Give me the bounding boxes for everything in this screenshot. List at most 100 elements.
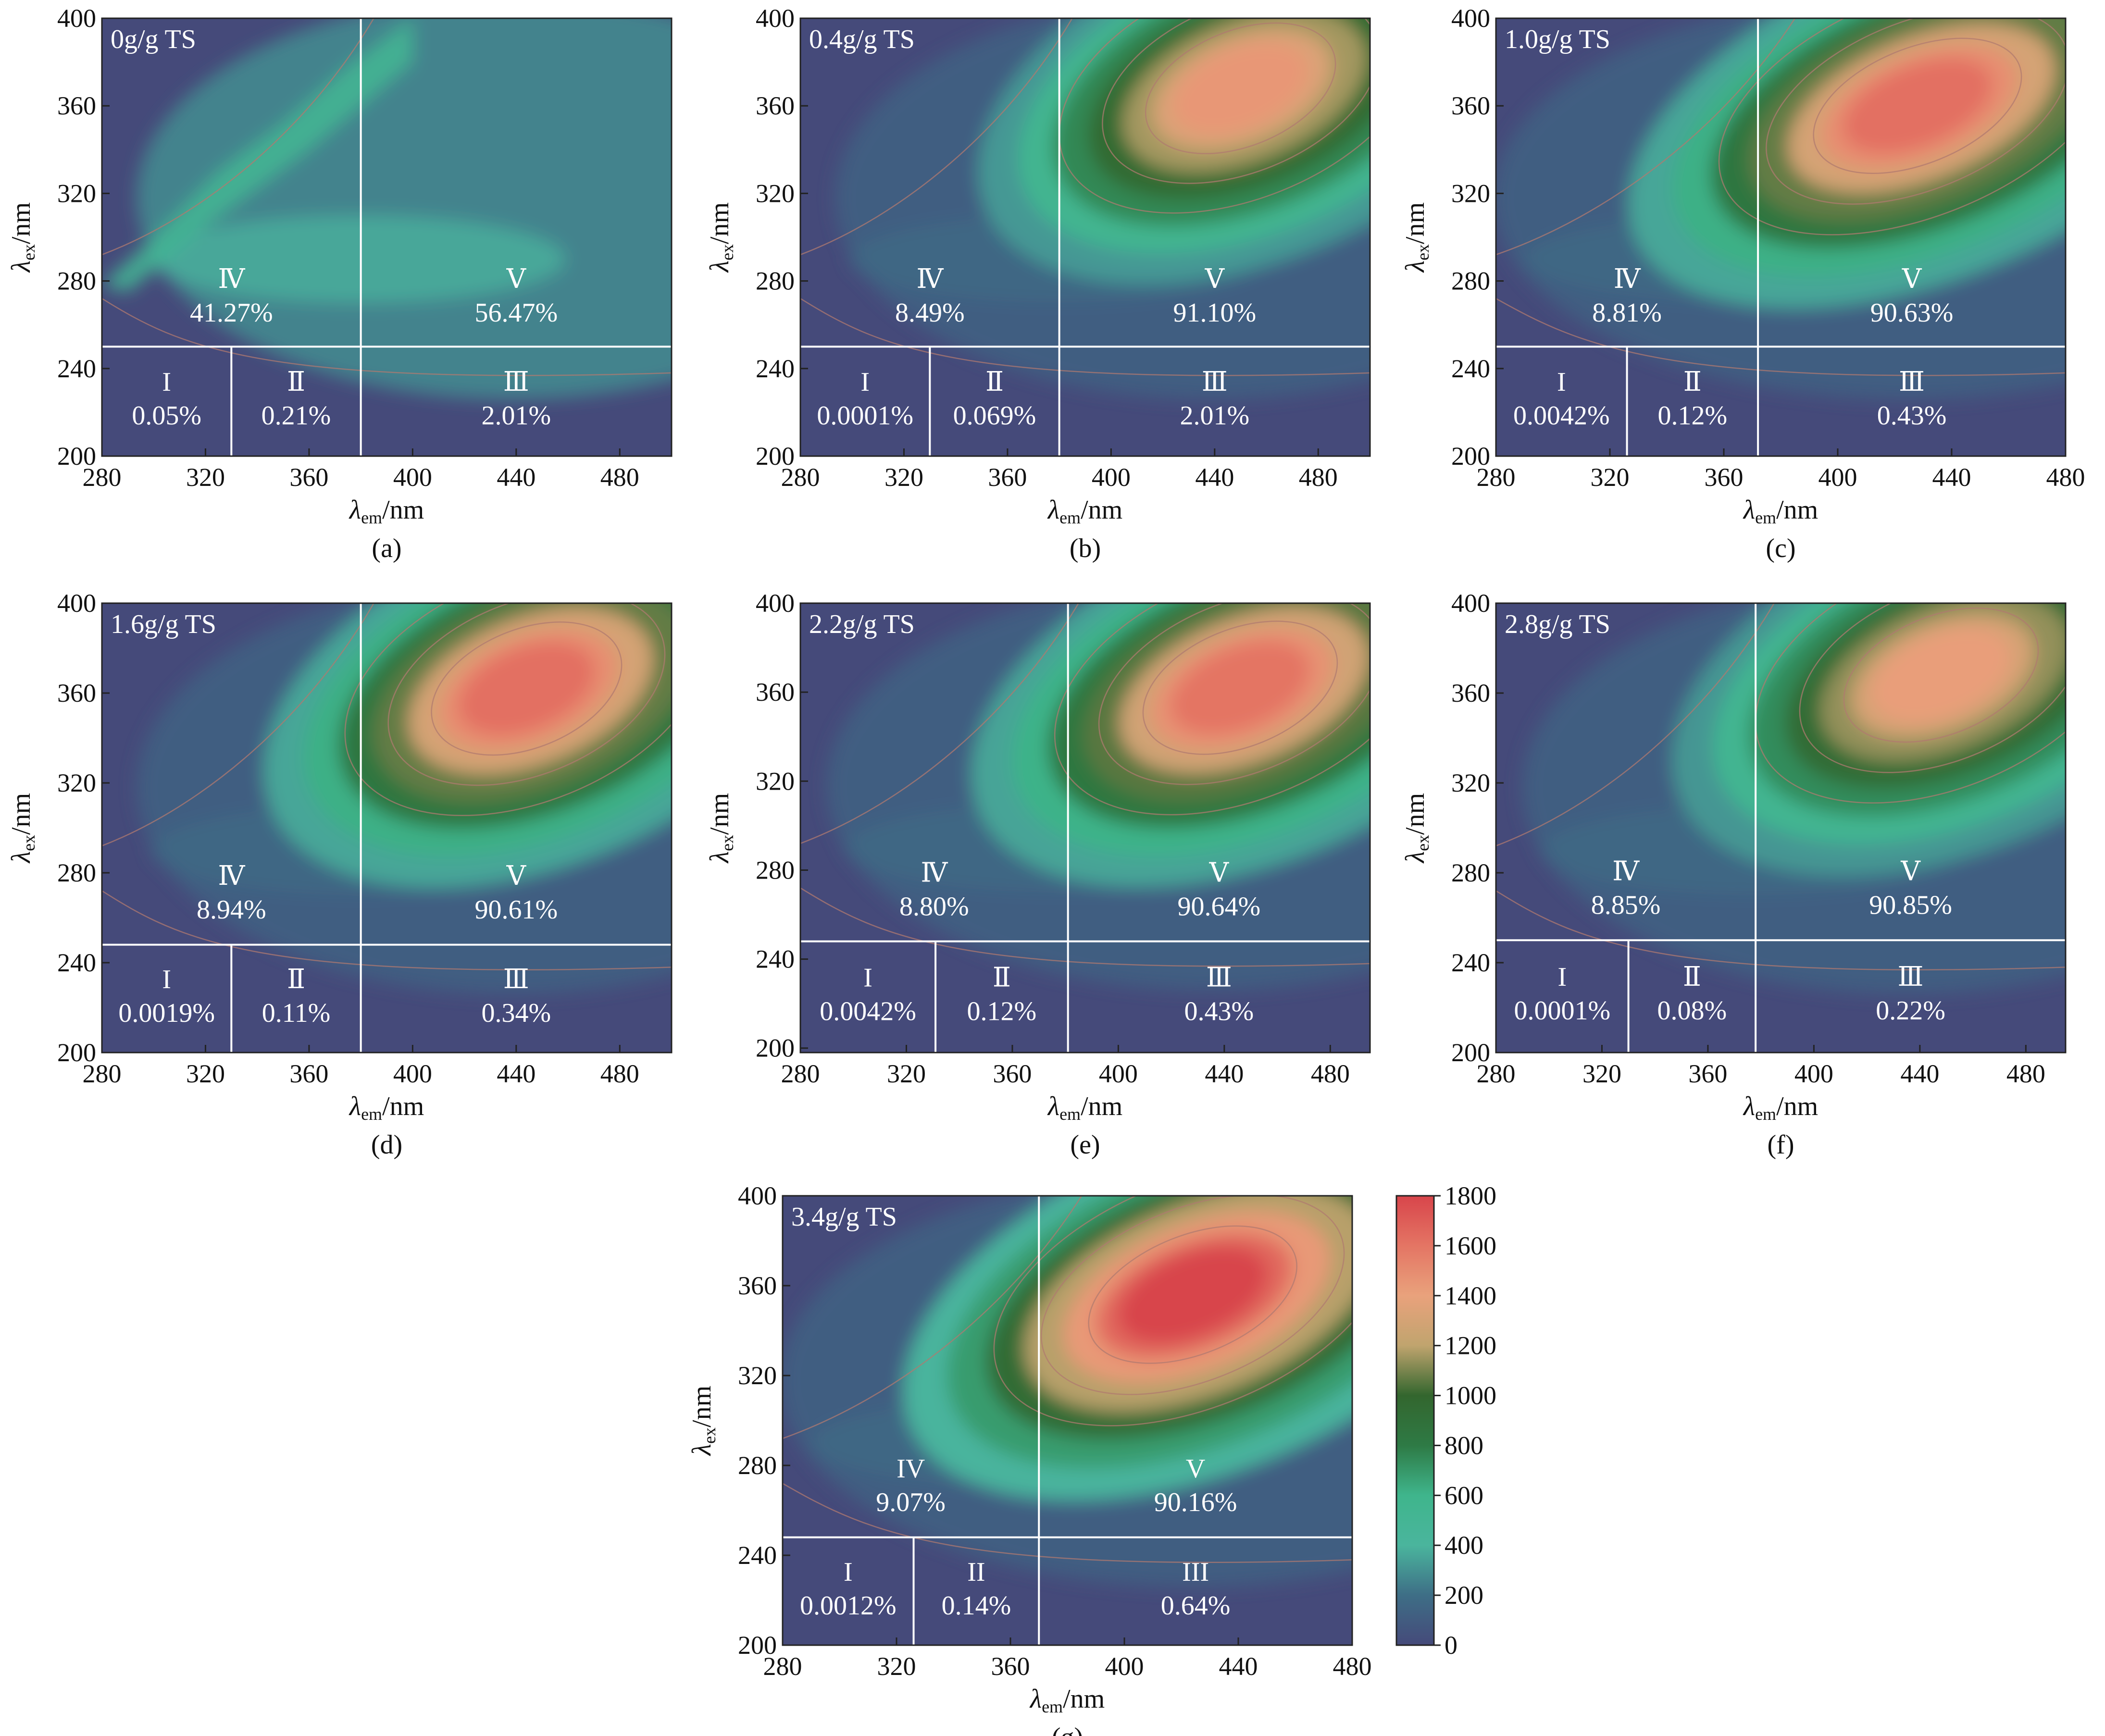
x-tick-label: 320 — [884, 463, 923, 492]
region-IV-percent: 8.80% — [899, 892, 969, 922]
x-tick-label: 320 — [186, 1059, 225, 1088]
y-tick-label: 360 — [756, 678, 795, 707]
region-IV-percent: 8.85% — [1591, 890, 1661, 920]
peak-level-6 — [1118, 1247, 1267, 1342]
x-axis-label-sub: em — [361, 508, 382, 527]
x-axis-label: λem/nm — [349, 1091, 424, 1124]
contour-diagonal — [1496, 603, 1775, 847]
x-tick-label: 280 — [763, 1652, 802, 1681]
region-boundaries — [800, 18, 1370, 456]
y-axis-label: λex/nm — [6, 793, 38, 864]
y-axis-label-unit: /nm — [705, 793, 735, 835]
colorbar-tick-label: 1200 — [1445, 1331, 1496, 1360]
x-tick-label: 480 — [600, 463, 639, 492]
region-I-percent: 0.0019% — [118, 998, 215, 1028]
region-I-percent: 0.0001% — [817, 401, 913, 431]
plot-frame — [799, 17, 1371, 457]
contour-ring-0 — [1088, 1225, 1297, 1364]
x-axis-label-lambda: λ — [349, 495, 361, 525]
region-II-percent: 0.12% — [967, 996, 1037, 1026]
y-tick-label: 320 — [57, 769, 96, 797]
y-axis-label: λex/nm — [1400, 793, 1432, 864]
y-tick-label: 400 — [756, 589, 795, 618]
region-I-percent: 0.0042% — [820, 996, 916, 1026]
region-IV-numeral: Ⅳ — [916, 264, 944, 294]
x-axis-label-unit: /nm — [1776, 1091, 1818, 1121]
y-tick-label: 360 — [738, 1271, 777, 1300]
x-axis-label: λem/nm — [349, 495, 424, 527]
region-III-numeral: Ⅲ — [1206, 963, 1232, 992]
peak-level-6 — [1171, 642, 1309, 734]
region-IV-numeral: Ⅳ — [1612, 856, 1640, 886]
y-axis: 200 240 280 320 360 400 — [1451, 4, 1504, 471]
y-tick-label: 200 — [1451, 1038, 1490, 1067]
x-tick-label: 480 — [2006, 1059, 2045, 1088]
contour-ring-1 — [1098, 603, 1370, 785]
plot-frame — [1495, 602, 2067, 1054]
region-V-percent: 90.61% — [474, 895, 558, 925]
region-boundaries — [1496, 603, 2066, 1053]
plot-area — [1496, 603, 2066, 1053]
contour-diagonal — [102, 603, 374, 847]
plot-frame — [1495, 17, 2067, 457]
heatmap-surface — [102, 18, 672, 399]
y-axis-label-unit: /nm — [6, 793, 36, 835]
contour-ring-1 — [1102, 18, 1370, 184]
panel-label: (f) — [1768, 1130, 1794, 1160]
colorbar-tick-label: 600 — [1445, 1481, 1483, 1510]
region-V-percent: 90.63% — [1870, 298, 1954, 328]
y-axis-label-sub: ex — [19, 244, 38, 260]
colorbar-tick-label: 800 — [1445, 1431, 1483, 1460]
panel-label: (b) — [1070, 533, 1101, 563]
region-IV-numeral: Ⅳ — [1614, 264, 1641, 294]
panel-g: I 0.0012% II 0.14% III 0.64% IV 9.07% V 90.16% 3.4… — [687, 1181, 1372, 1736]
x-tick-label: 440 — [497, 463, 536, 492]
region-I-numeral: I — [162, 965, 171, 994]
panel-label: (a) — [372, 533, 401, 563]
x-axis: 280 320 360 400 440 480 — [781, 1045, 1350, 1088]
region-II-percent: 0.11% — [262, 998, 331, 1028]
panel-label: (e) — [1070, 1130, 1100, 1160]
region-III-numeral: Ⅲ — [503, 367, 529, 397]
region-II-numeral: Ⅱ — [287, 367, 305, 397]
scatter-band — [102, 18, 413, 292]
y-tick-label: 280 — [756, 856, 795, 884]
y-tick-label: 240 — [756, 945, 795, 974]
heatmap-surface — [835, 18, 1370, 399]
plot-area — [783, 1196, 1352, 1645]
region-I-percent: 0.0001% — [1514, 996, 1610, 1026]
y-tick-label: 360 — [1451, 91, 1490, 120]
colorbar: 0 200 400 600 800 1000 1200 1400 1600 1800 — [1395, 1181, 1496, 1660]
y-tick-label: 400 — [1451, 4, 1490, 33]
contour-ring-0 — [1843, 608, 2039, 743]
heatmap-surface — [783, 1196, 1352, 1587]
region-II-numeral: Ⅱ — [993, 963, 1011, 992]
y-axis-label-lambda: λ — [6, 851, 36, 864]
colorbar-tick-label: 1800 — [1445, 1181, 1496, 1210]
region-IV-numeral: Ⅳ — [218, 861, 245, 891]
region-III-percent: 0.43% — [1877, 401, 1947, 431]
x-axis-label: λem/nm — [1743, 1091, 1818, 1124]
contour-diagonal — [102, 18, 374, 256]
x-axis-label-unit: /nm — [1081, 1091, 1122, 1121]
y-tick-label: 360 — [756, 91, 795, 120]
sample-label: 0g/g TS — [111, 25, 196, 54]
y-axis: 200 240 280 320 360 400 — [738, 1181, 790, 1660]
region-II-percent: 0.21% — [262, 401, 331, 431]
plot-frame — [782, 1195, 1353, 1646]
y-axis: 200 240 280 320 360 400 — [1451, 589, 1504, 1067]
y-tick-label: 240 — [1451, 354, 1490, 383]
x-tick-label: 320 — [1582, 1059, 1621, 1088]
y-tick-label: 400 — [57, 589, 96, 618]
region-I-numeral: I — [162, 367, 171, 397]
contour-ring-1 — [387, 603, 666, 786]
contour-low — [800, 298, 1370, 376]
y-axis-label-lambda: λ — [1400, 260, 1430, 273]
x-tick-label: 320 — [877, 1652, 916, 1681]
diffuse-band — [151, 215, 566, 303]
contour-ring-2 — [1054, 603, 1370, 816]
y-tick-label: 400 — [1451, 589, 1490, 618]
colorbar-tick-label: 200 — [1445, 1581, 1483, 1610]
region-I-numeral: I — [844, 1557, 853, 1587]
y-tick-label: 280 — [57, 858, 96, 887]
